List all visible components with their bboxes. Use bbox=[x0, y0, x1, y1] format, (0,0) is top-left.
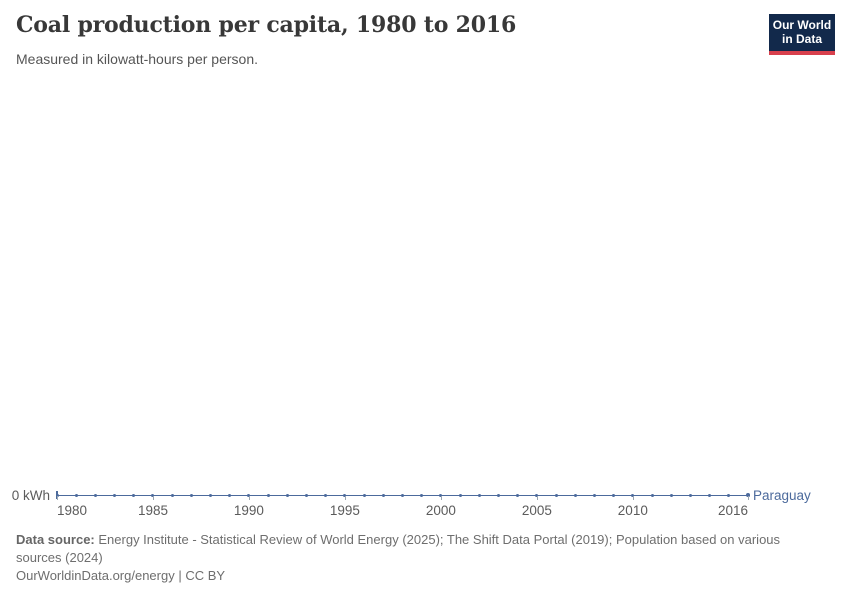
data-point-2004[interactable] bbox=[516, 494, 520, 497]
x-tick-label-1985: 1985 bbox=[137, 503, 168, 518]
series-label-paraguay[interactable]: Paraguay bbox=[753, 488, 811, 503]
data-point-2013[interactable] bbox=[688, 494, 692, 497]
license-label: CC BY bbox=[185, 568, 226, 583]
x-tick-label-2000: 2000 bbox=[425, 503, 456, 518]
data-point-1992[interactable] bbox=[285, 494, 289, 497]
x-tick-mark-2010 bbox=[632, 496, 634, 500]
data-point-1995[interactable] bbox=[343, 494, 347, 497]
data-point-1980[interactable] bbox=[55, 494, 59, 497]
x-tick-mark-1995 bbox=[344, 496, 346, 500]
data-point-1984[interactable] bbox=[132, 494, 136, 497]
series-end-marker bbox=[746, 493, 750, 497]
data-point-2006[interactable] bbox=[554, 494, 558, 497]
data-point-1993[interactable] bbox=[305, 494, 309, 497]
x-tick-label-1980: 1980 bbox=[57, 503, 88, 518]
data-point-2012[interactable] bbox=[669, 494, 673, 497]
x-tick-mark-1990 bbox=[248, 496, 250, 500]
data-point-1982[interactable] bbox=[93, 494, 97, 497]
owid-logo-line1: Our World bbox=[772, 18, 832, 32]
x-tick-label-1990: 1990 bbox=[233, 503, 264, 518]
data-point-1990[interactable] bbox=[247, 494, 251, 497]
owid-logo[interactable]: Our World in Data bbox=[769, 14, 835, 55]
x-tick-label-2010: 2010 bbox=[617, 503, 648, 518]
data-point-2008[interactable] bbox=[592, 494, 596, 497]
chart-subtitle: Measured in kilowatt-hours per person. bbox=[16, 51, 259, 67]
owid-logo-line2: in Data bbox=[781, 31, 822, 46]
data-point-2002[interactable] bbox=[477, 494, 481, 497]
data-point-2003[interactable] bbox=[496, 494, 500, 497]
x-tick-mark-1985 bbox=[152, 496, 154, 500]
data-point-1991[interactable] bbox=[266, 494, 270, 497]
data-source-text: Energy Institute - Statistical Review of… bbox=[16, 532, 781, 566]
data-point-2005[interactable] bbox=[535, 494, 539, 497]
data-source-label: Data source: bbox=[16, 532, 95, 547]
y-axis-zero-label: 0 kWh bbox=[11, 488, 50, 503]
x-tick-mark-2016 bbox=[748, 496, 749, 500]
data-point-2014[interactable] bbox=[708, 494, 712, 497]
data-point-2007[interactable] bbox=[573, 494, 577, 497]
data-point-1994[interactable] bbox=[324, 494, 328, 497]
x-tick-mark-2005 bbox=[536, 496, 538, 500]
data-point-1998[interactable] bbox=[401, 494, 404, 497]
data-point-1983[interactable] bbox=[113, 494, 117, 497]
data-point-1996[interactable] bbox=[362, 494, 366, 497]
x-tick-label-2005: 2005 bbox=[521, 503, 552, 518]
data-point-2009[interactable] bbox=[612, 494, 616, 497]
data-point-2010[interactable] bbox=[631, 494, 635, 497]
x-tick-mark-2000 bbox=[440, 496, 442, 500]
data-point-2015[interactable] bbox=[727, 494, 731, 497]
owid-url-link[interactable]: OurWorldinData.org/energy bbox=[16, 568, 175, 583]
data-point-1997[interactable] bbox=[381, 494, 385, 497]
data-point-1987[interactable] bbox=[189, 494, 193, 497]
page-title: Coal production per capita, 1980 to 2016 bbox=[16, 12, 517, 38]
data-point-1985[interactable] bbox=[151, 494, 155, 497]
x-tick-label-1995: 1995 bbox=[329, 503, 360, 518]
footer-origin: OurWorldinData.org/energy | CC BY bbox=[16, 568, 225, 583]
footer-separator: | bbox=[174, 568, 186, 583]
x-tick-label-2016: 2016 bbox=[717, 503, 748, 518]
data-point-1988[interactable] bbox=[209, 494, 213, 497]
data-point-2011[interactable] bbox=[650, 494, 654, 497]
data-point-1986[interactable] bbox=[170, 494, 174, 497]
data-point-1981[interactable] bbox=[74, 494, 78, 497]
data-point-1999[interactable] bbox=[420, 494, 424, 497]
footer-data-source: Data source: Energy Institute - Statisti… bbox=[16, 531, 828, 567]
x-tick-mark-1980 bbox=[57, 496, 58, 500]
data-point-2000[interactable] bbox=[439, 494, 443, 497]
data-point-1989[interactable] bbox=[228, 494, 232, 497]
data-point-2001[interactable] bbox=[458, 494, 462, 497]
